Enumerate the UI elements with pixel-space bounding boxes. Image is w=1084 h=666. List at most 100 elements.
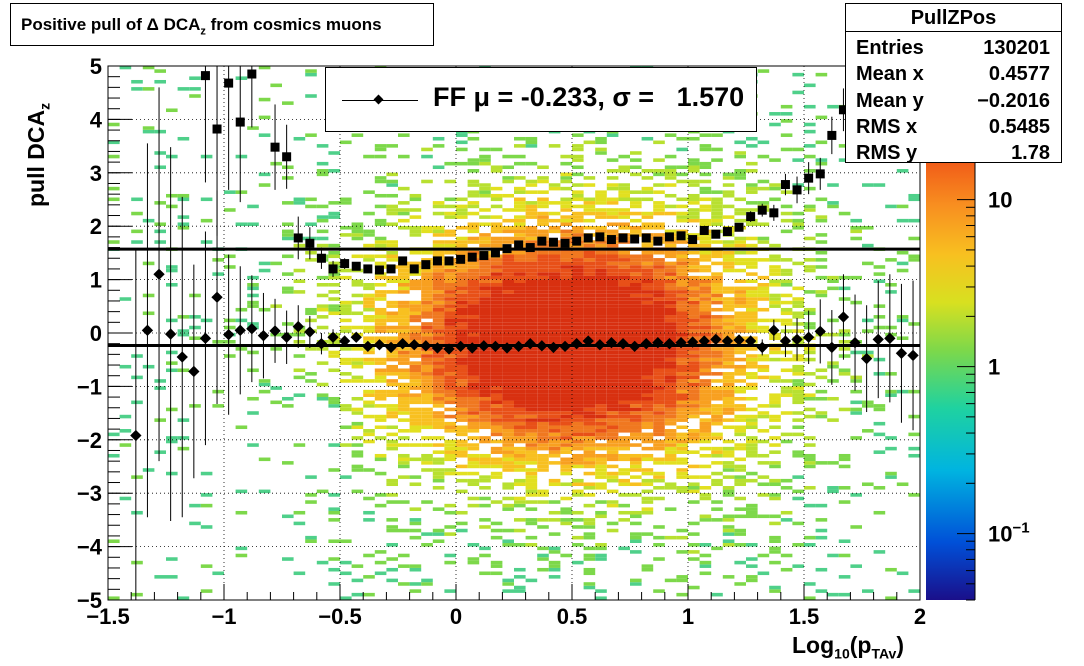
x-tick-label: −1.5 xyxy=(86,604,129,629)
mean-point xyxy=(222,328,235,341)
rms-point xyxy=(247,69,257,79)
mean-point xyxy=(570,338,583,350)
rms-point xyxy=(769,208,779,218)
grid-lines xyxy=(108,66,920,600)
rms-point xyxy=(479,251,489,261)
rms-point xyxy=(815,169,825,179)
rms-point xyxy=(200,71,210,81)
rms-point xyxy=(340,259,350,269)
y-tick-label: 1 xyxy=(90,268,102,293)
chart-title: Positive pull of Δ DCAz from cosmics muo… xyxy=(21,15,382,38)
x-tick-label: 1.5 xyxy=(789,604,820,629)
mean-point xyxy=(721,335,734,347)
rms-point xyxy=(699,225,709,235)
legend-box: FF μ = -0.233, σ = 1.570 xyxy=(325,67,757,132)
rms-point xyxy=(630,234,640,244)
y-tick-label: −3 xyxy=(77,481,102,506)
rms-point xyxy=(282,152,292,162)
mean-point xyxy=(199,332,212,344)
y-axis-title: pull DCAz xyxy=(23,102,53,207)
z-tick-label: 10−1 xyxy=(988,520,1030,547)
mean-point xyxy=(350,331,362,343)
rms-point xyxy=(293,233,303,243)
rms-point xyxy=(746,212,756,222)
mean-point xyxy=(501,342,513,354)
z-tick-label: 1 xyxy=(988,355,1000,380)
color-palette-bar xyxy=(926,120,975,600)
mean-point xyxy=(176,351,188,363)
rms-point xyxy=(467,252,477,262)
mean-point xyxy=(164,328,177,340)
mean-point xyxy=(686,336,699,348)
rms-point xyxy=(664,232,674,242)
y-tick-label: 5 xyxy=(90,54,102,79)
mean-point xyxy=(837,311,850,323)
mean-point xyxy=(582,335,594,347)
rms-point xyxy=(572,236,582,246)
rms-point xyxy=(711,229,721,239)
mean-point xyxy=(130,429,142,442)
rms-point xyxy=(838,105,848,115)
y-tick-label: −2 xyxy=(77,428,102,453)
mean-point xyxy=(675,336,687,349)
mean-point xyxy=(849,336,861,349)
mean-point xyxy=(420,340,432,352)
rms-point xyxy=(212,124,222,134)
mean-point xyxy=(779,335,792,347)
x-tick-label: 2 xyxy=(914,604,926,629)
rms-point xyxy=(398,256,408,266)
mean-point xyxy=(663,338,676,350)
mean-point xyxy=(408,339,420,351)
mean-point xyxy=(907,349,919,362)
mean-point xyxy=(802,331,815,343)
rms-point xyxy=(328,264,338,274)
mean-point xyxy=(547,341,560,354)
rms-point xyxy=(514,240,524,250)
rms-point xyxy=(305,238,315,248)
rms-point xyxy=(490,248,500,258)
rms-point xyxy=(409,264,419,274)
rms-point xyxy=(676,231,686,241)
z-tick-label: 10 xyxy=(988,188,1012,213)
y-tick-label: 4 xyxy=(90,107,103,132)
mean-point xyxy=(362,340,374,353)
rms-point xyxy=(827,130,837,140)
mean-point xyxy=(791,333,803,346)
mean-point xyxy=(756,341,768,354)
rms-point xyxy=(432,256,442,266)
mean-point xyxy=(327,331,339,343)
mean-point xyxy=(234,324,246,336)
mean-point xyxy=(373,339,386,351)
rms-point xyxy=(606,235,616,245)
mean-point xyxy=(246,323,258,335)
mean-point xyxy=(466,342,478,354)
mean-point xyxy=(768,324,780,336)
x-axis-title: Log10(pTAv) xyxy=(792,632,905,662)
rms-point xyxy=(444,256,454,266)
mean-point xyxy=(338,335,351,347)
rms-point xyxy=(780,180,790,190)
mean-point xyxy=(280,331,293,343)
mean-point xyxy=(652,336,664,349)
rms-point xyxy=(502,244,512,254)
x-tick-label: 1 xyxy=(682,604,694,629)
rms-point xyxy=(757,205,767,215)
rms-point xyxy=(722,227,732,237)
stats-row-entries: Entries 130201 xyxy=(856,37,1050,59)
mean-point xyxy=(188,365,200,378)
profile-markers xyxy=(130,66,919,600)
rms-point xyxy=(456,254,466,264)
mean-point xyxy=(895,347,908,359)
y-tick-label: −5 xyxy=(77,588,102,613)
mean-point xyxy=(698,335,710,347)
mean-point xyxy=(628,340,641,353)
rms-point xyxy=(560,238,570,248)
mean-point xyxy=(454,340,467,353)
mean-point xyxy=(478,340,490,352)
mean-point xyxy=(141,324,154,336)
legend-entry: FF μ = -0.233, σ = 1.570 xyxy=(433,82,745,112)
y-tick-label: −4 xyxy=(77,535,103,560)
mean-point xyxy=(443,343,455,355)
rms-point xyxy=(792,185,802,195)
